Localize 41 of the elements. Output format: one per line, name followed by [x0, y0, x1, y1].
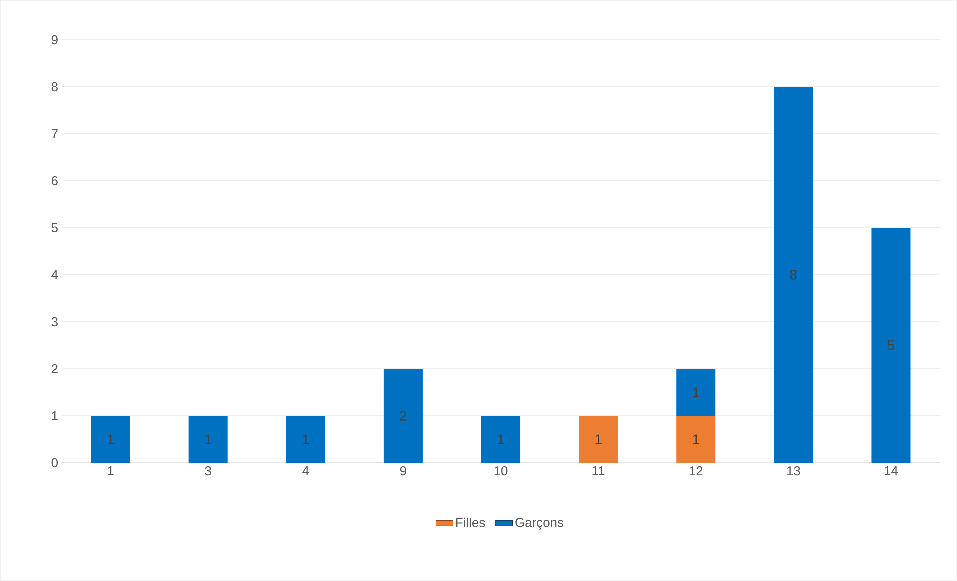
y-tick-label: 1 — [52, 412, 58, 420]
x-tick-label: 13 — [787, 466, 800, 476]
legend-label: Garçons — [516, 518, 564, 530]
x-tick-label: 9 — [400, 466, 406, 476]
data-label: 1 — [498, 434, 504, 444]
bar — [872, 228, 911, 463]
bar — [481, 416, 521, 463]
data-label: 1 — [303, 434, 310, 444]
data-label: 1 — [693, 388, 700, 398]
bar — [676, 368, 716, 416]
bar — [384, 368, 423, 463]
y-tick-label: 5 — [52, 223, 58, 233]
y-tick-label: 0 — [52, 458, 58, 468]
y-tick-label: 4 — [52, 270, 58, 280]
data-label: 1 — [596, 434, 602, 444]
x-tick-label: 3 — [205, 466, 212, 476]
x-tick-label: 11 — [592, 466, 605, 476]
x-tick-label: 1 — [108, 466, 114, 476]
y-tick-label: 2 — [52, 364, 58, 374]
bar — [91, 416, 130, 463]
bar — [676, 416, 716, 463]
x-tick-label: 4 — [302, 466, 310, 476]
data-label: 5 — [888, 340, 895, 350]
legend-label: Filles — [456, 518, 486, 528]
data-label: 1 — [693, 434, 700, 444]
y-tick-label: 3 — [52, 317, 58, 327]
data-label: 2 — [400, 411, 407, 421]
bar — [774, 86, 814, 463]
y-tick-label: 8 — [52, 82, 58, 92]
bar — [286, 416, 326, 463]
x-tick-label: 14 — [885, 466, 898, 476]
data-label: 1 — [108, 434, 114, 444]
bar — [188, 416, 228, 463]
y-tick-label: 6 — [52, 176, 58, 186]
data-label: 8 — [790, 270, 797, 280]
y-tick-label: 7 — [52, 130, 58, 138]
x-tick-label: 12 — [690, 466, 703, 476]
bar — [579, 416, 618, 463]
x-tick-label: 10 — [494, 466, 508, 476]
y-tick-label: 9 — [52, 35, 58, 45]
data-label: 1 — [206, 434, 212, 444]
